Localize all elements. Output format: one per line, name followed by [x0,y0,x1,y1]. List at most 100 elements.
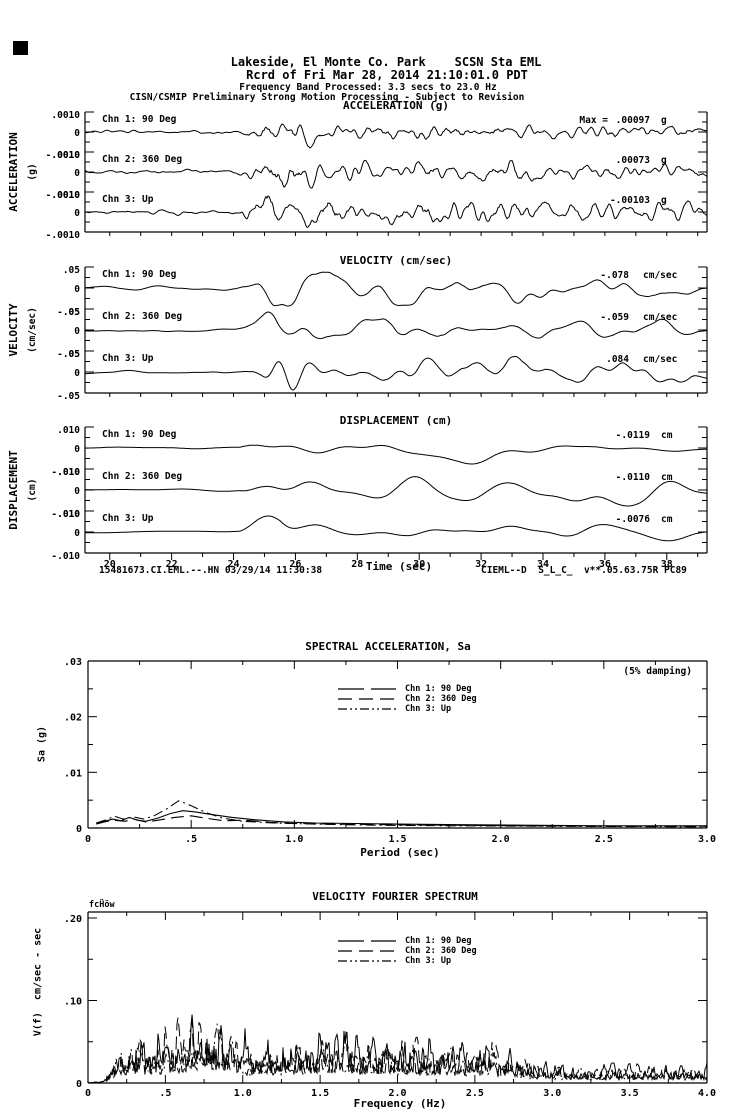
x-tick-label: 24 [228,559,240,570]
sa-legend: Chn 1: 90 Deg Chn 2: 360 Deg Chn 3: Up [338,684,477,714]
channel-label: Chn 2: 360 Deg [102,471,182,482]
velocity-chn3-waveform [84,355,708,391]
sa-legend-chn3-label: Chn 3: Up [405,703,452,714]
y-tick-label: -.010 [51,509,80,520]
corner-mark [13,41,28,55]
channel-label: Chn 3: Up [102,194,154,205]
processing-id-footer: CIEML--D S_L_C_ v**.05.63.75R PC89 [481,565,687,576]
max-units: cm [661,430,673,441]
x-tick-label: 26 [289,559,301,570]
channel-label: Chn 3: Up [102,513,154,524]
chn2-dashed-line-icon [338,698,396,700]
fourier-legend-row-chn3: Chn 3: Up [338,956,477,966]
x-tick-label: 30 [413,559,425,570]
displacement-side-units: (cm) [27,478,38,502]
max-units: cm [661,514,673,525]
velocity-chn2-waveform [85,311,707,340]
sa-legend-chn2-label: Chn 2: 360 Deg [405,693,477,704]
acceleration-chn2-waveform [84,159,708,189]
displacement-chn1-waveform [85,444,707,465]
x-tick-label: 3.0 [698,834,716,845]
fourier-x-axis-label: Frequency (Hz) [353,1097,447,1110]
channel-label: Chn 2: 360 Deg [102,311,182,322]
damping-note: (5% damping) [623,666,692,677]
fourier-title: VELOCITY FOURIER SPECTRUM [312,890,478,903]
x-tick-label: 1.5 [311,1088,329,1099]
max-value: .00097 [616,115,650,126]
channel-label: Chn 1: 90 Deg [102,269,177,280]
max-value: -.0076 [616,514,651,525]
x-tick-label: 0 [85,1088,91,1099]
y-tick-label: -.0010 [46,150,81,161]
x-tick-label: 22 [166,559,178,570]
y-tick-label: 0 [76,1079,82,1090]
y-tick-label: .10 [64,997,82,1008]
fc-corner-note: fcḦöw [89,900,115,910]
y-tick-label: .05 [63,307,80,318]
x-tick-label: 3.5 [621,1088,639,1099]
x-tick-label: 20 [104,559,116,570]
y-tick-label: .0010 [51,110,80,121]
x-tick-label: 2.0 [492,834,510,845]
sa-legend-chn1-label: Chn 1: 90 Deg [405,683,472,694]
y-tick-label: .010 [57,425,80,436]
y-tick-label: .01 [64,768,82,779]
chn3-dashdot-line-icon [338,708,396,710]
y-tick-label: 0 [74,368,80,379]
y-tick-label: .010 [57,467,80,478]
y-tick-label: .0010 [51,190,80,201]
sa-y-axis-label: Sa (g) [36,725,48,763]
sa-legend-row-chn1: Chn 1: 90 Deg [338,684,477,694]
y-tick-label: 0 [74,486,80,497]
y-tick-label: 0 [74,168,80,179]
fourier-legend-chn2-label: Chn 2: 360 Deg [405,945,477,956]
channel-label: Chn 1: 90 Deg [102,429,177,440]
chn2-dashed-line-icon [338,950,396,952]
displacement-title: DISPLACEMENT (cm) [339,414,453,427]
channel-label: Chn 1: 90 Deg [102,114,177,125]
y-tick-label: 0 [74,528,80,539]
record-datetime: Rcrd of Fri Mar 28, 2014 21:10:01.0 PDT [246,68,528,82]
acceleration-chn3-waveform [84,195,708,228]
y-tick-label: .05 [63,349,80,360]
x-tick-label: 2.5 [595,834,613,845]
max-value: -.059 [600,312,629,323]
max-units: cm/sec [643,354,677,365]
y-tick-label: -.0010 [46,190,81,201]
fourier-y-axis-label: V(f) cm/sec - sec [32,927,44,1037]
chn3-dashdot-line-icon [338,960,396,962]
fourier-legend-chn3-label: Chn 3: Up [405,955,452,966]
velocity-chn1-waveform [85,271,707,307]
x-tick-label: 2.5 [466,1088,484,1099]
fourier-series-chn2 [87,1013,708,1084]
y-tick-label: .02 [64,713,82,724]
chn1-solid-line-icon [338,688,396,690]
x-tick-label: 32 [475,559,487,570]
y-tick-label: 0 [74,284,80,295]
y-tick-label: 0 [74,208,80,219]
max-prefix: Max = [579,115,608,126]
max-units: cm/sec [643,270,677,281]
x-tick-label: 1.5 [388,834,406,845]
max-value: -.0110 [616,472,651,483]
max-value: -.0119 [616,430,651,441]
max-value: -.00103 [610,195,650,206]
velocity-title: VELOCITY (cm/sec) [339,254,453,267]
max-units: g [661,115,667,126]
x-tick-label: 0 [85,834,91,845]
velocity-side-label: VELOCITY [7,303,20,357]
acceleration-title: ACCELERATION (g) [343,99,449,112]
max-units: cm/sec [643,312,677,323]
max-units: g [661,195,667,206]
x-tick-label: .5 [159,1088,171,1099]
y-tick-label: -.0010 [46,230,81,241]
y-tick-label: -.05 [57,349,80,360]
frequency-band-note: Frequency Band Processed: 3.3 secs to 23… [239,82,497,93]
channel-label: Chn 3: Up [102,353,154,364]
x-tick-label: 34 [537,559,549,570]
sa-legend-row-chn3: Chn 3: Up [338,704,477,714]
y-tick-label: .0010 [51,150,80,161]
fourier-series-chn3 [87,1023,708,1084]
x-tick-label: 3.0 [543,1088,561,1099]
